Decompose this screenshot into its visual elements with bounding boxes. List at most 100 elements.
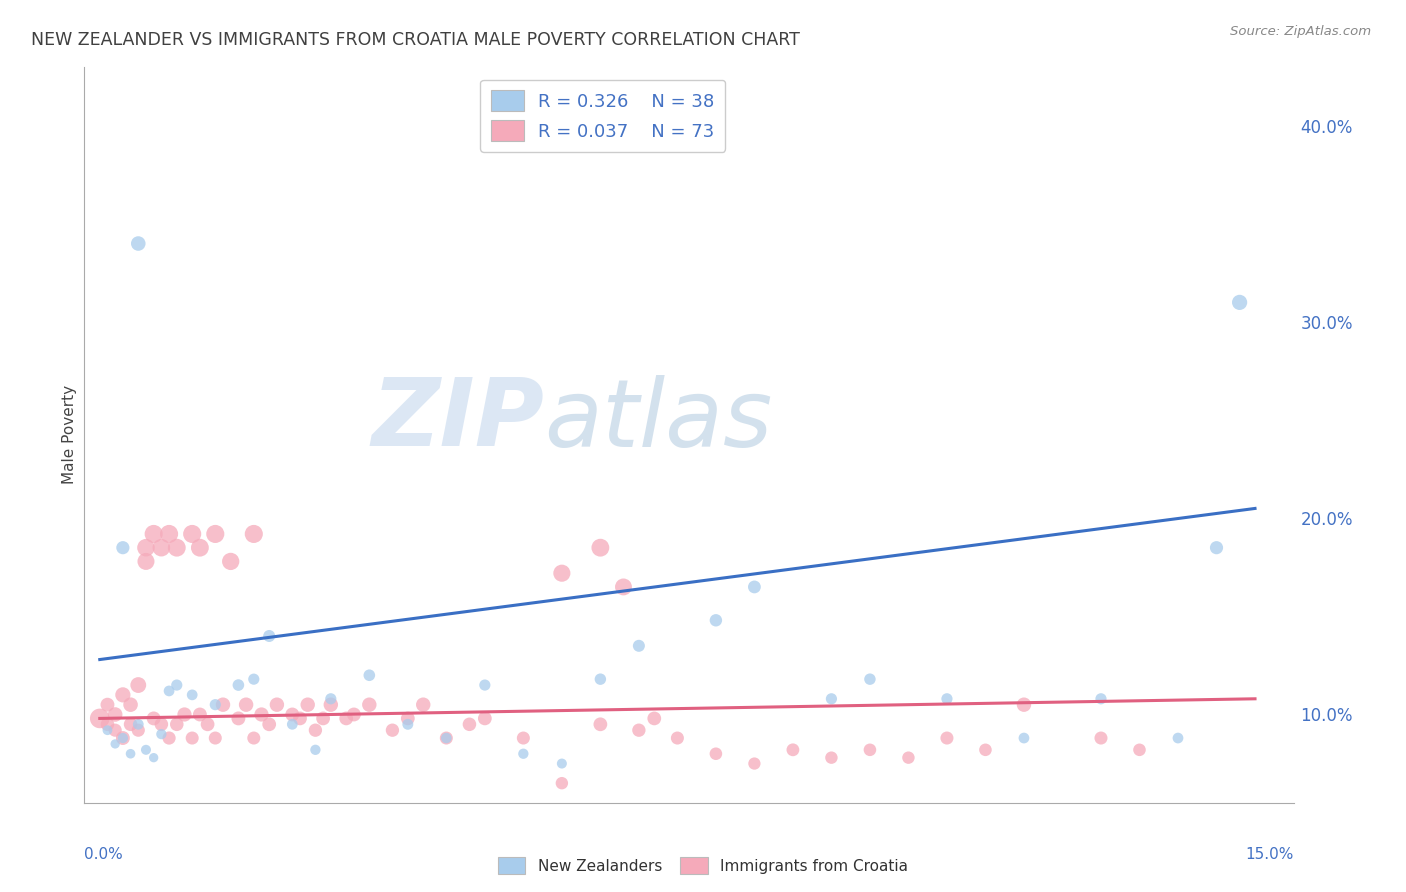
- Point: [936, 731, 959, 745]
- Point: [343, 707, 366, 722]
- Point: [589, 717, 612, 731]
- Point: [150, 717, 173, 731]
- Point: [166, 717, 188, 731]
- Point: [704, 613, 727, 627]
- Point: [250, 707, 273, 722]
- Point: [120, 747, 142, 761]
- Point: [744, 580, 766, 594]
- Point: [150, 541, 173, 555]
- Point: [157, 731, 180, 745]
- Point: [188, 541, 211, 555]
- Point: [266, 698, 288, 712]
- Text: NEW ZEALANDER VS IMMIGRANTS FROM CROATIA MALE POVERTY CORRELATION CHART: NEW ZEALANDER VS IMMIGRANTS FROM CROATIA…: [31, 31, 800, 49]
- Legend: New Zealanders, Immigrants from Croatia: New Zealanders, Immigrants from Croatia: [492, 851, 914, 880]
- Point: [120, 698, 142, 712]
- Point: [936, 691, 959, 706]
- Point: [458, 717, 481, 731]
- Point: [1090, 691, 1112, 706]
- Point: [319, 698, 342, 712]
- Point: [434, 731, 457, 745]
- Point: [381, 723, 404, 738]
- Point: [89, 711, 111, 725]
- Point: [235, 698, 257, 712]
- Point: [551, 776, 574, 790]
- Point: [1167, 731, 1189, 745]
- Point: [127, 723, 149, 738]
- Point: [312, 711, 335, 725]
- Point: [319, 691, 342, 706]
- Point: [304, 743, 326, 757]
- Point: [104, 707, 127, 722]
- Point: [1128, 743, 1150, 757]
- Point: [859, 672, 882, 686]
- Point: [166, 541, 188, 555]
- Text: 0.0%: 0.0%: [84, 847, 124, 862]
- Point: [589, 541, 612, 555]
- Point: [512, 747, 534, 761]
- Point: [142, 711, 165, 725]
- Point: [412, 698, 434, 712]
- Point: [297, 698, 319, 712]
- Point: [127, 717, 149, 731]
- Point: [111, 688, 134, 702]
- Point: [820, 750, 842, 764]
- Text: ZIP: ZIP: [371, 374, 544, 467]
- Point: [474, 711, 496, 725]
- Point: [243, 731, 266, 745]
- Point: [1012, 731, 1035, 745]
- Point: [142, 527, 165, 541]
- Point: [744, 756, 766, 771]
- Text: Source: ZipAtlas.com: Source: ZipAtlas.com: [1230, 25, 1371, 38]
- Point: [643, 711, 665, 725]
- Point: [281, 717, 304, 731]
- Point: [257, 717, 280, 731]
- Point: [974, 743, 997, 757]
- Point: [304, 723, 326, 738]
- Point: [228, 711, 250, 725]
- Point: [111, 731, 134, 745]
- Point: [396, 717, 419, 731]
- Point: [111, 541, 134, 555]
- Point: [127, 678, 149, 692]
- Point: [157, 684, 180, 698]
- Point: [150, 727, 173, 741]
- Point: [859, 743, 882, 757]
- Point: [1229, 295, 1251, 310]
- Point: [204, 527, 226, 541]
- Point: [820, 691, 842, 706]
- Point: [897, 750, 920, 764]
- Point: [612, 580, 634, 594]
- Point: [666, 731, 689, 745]
- Point: [197, 717, 219, 731]
- Point: [551, 756, 574, 771]
- Point: [135, 743, 157, 757]
- Point: [589, 672, 612, 686]
- Point: [243, 527, 266, 541]
- Point: [359, 698, 381, 712]
- Point: [288, 711, 311, 725]
- Point: [782, 743, 804, 757]
- Point: [181, 527, 204, 541]
- Point: [627, 723, 650, 738]
- Point: [96, 717, 118, 731]
- Point: [474, 678, 496, 692]
- Point: [335, 711, 357, 725]
- Point: [135, 554, 157, 568]
- Point: [142, 750, 165, 764]
- Point: [111, 731, 134, 745]
- Point: [212, 698, 235, 712]
- Point: [135, 541, 157, 555]
- Point: [1012, 698, 1035, 712]
- Point: [127, 236, 149, 251]
- Point: [181, 731, 204, 745]
- Point: [173, 707, 195, 722]
- Point: [281, 707, 304, 722]
- Point: [228, 678, 250, 692]
- Text: 15.0%: 15.0%: [1246, 847, 1294, 862]
- Point: [627, 639, 650, 653]
- Point: [96, 723, 118, 738]
- Point: [157, 527, 180, 541]
- Point: [257, 629, 280, 643]
- Point: [551, 566, 574, 581]
- Point: [204, 731, 226, 745]
